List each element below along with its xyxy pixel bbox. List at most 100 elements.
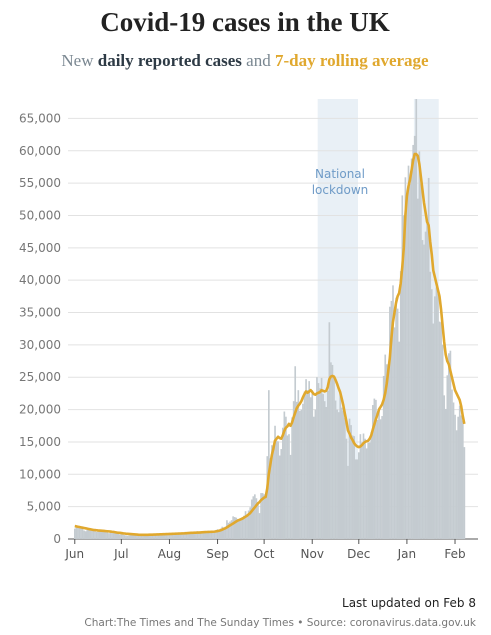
bar bbox=[204, 531, 207, 539]
lines bbox=[74, 152, 466, 537]
bar bbox=[236, 518, 239, 539]
subtitle-text: and bbox=[242, 51, 275, 70]
source-note: Chart:The Times and The Sunday Times • S… bbox=[84, 617, 476, 629]
bar bbox=[202, 532, 205, 539]
bar bbox=[151, 534, 154, 539]
bar bbox=[164, 533, 166, 539]
bar bbox=[114, 533, 117, 539]
bar bbox=[187, 532, 189, 539]
bar bbox=[462, 420, 464, 539]
bar bbox=[345, 438, 348, 539]
bar bbox=[280, 449, 283, 539]
bar bbox=[143, 534, 146, 539]
bar bbox=[294, 366, 297, 539]
bar bbox=[131, 534, 134, 539]
bar bbox=[134, 535, 137, 539]
bar bbox=[337, 412, 340, 539]
bar bbox=[458, 405, 461, 539]
x-tick-label: Dec bbox=[347, 547, 370, 561]
bar bbox=[91, 529, 93, 539]
bar bbox=[129, 535, 132, 539]
bar bbox=[322, 394, 324, 539]
bar bbox=[382, 375, 385, 539]
bar bbox=[264, 494, 267, 539]
bar bbox=[176, 533, 179, 539]
bar bbox=[250, 499, 253, 539]
bar bbox=[241, 517, 244, 539]
bar bbox=[389, 306, 391, 539]
bar bbox=[354, 459, 357, 539]
chart-subtitle: New daily reported cases and 7-day rolli… bbox=[61, 51, 429, 70]
bar bbox=[122, 534, 124, 539]
bar bbox=[108, 533, 110, 539]
bar bbox=[170, 534, 172, 539]
bar bbox=[182, 532, 185, 539]
bar bbox=[404, 177, 407, 539]
bar bbox=[364, 438, 366, 539]
bar bbox=[323, 401, 326, 539]
bar bbox=[295, 401, 298, 539]
bar bbox=[154, 534, 157, 539]
bar bbox=[278, 455, 281, 539]
bar bbox=[209, 531, 211, 539]
bar bbox=[455, 430, 458, 539]
bar bbox=[376, 419, 379, 539]
bar bbox=[340, 407, 343, 539]
bar bbox=[101, 530, 104, 539]
bar bbox=[463, 447, 466, 539]
bar bbox=[434, 296, 436, 539]
bar bbox=[268, 390, 270, 539]
bar bbox=[115, 533, 118, 539]
bar bbox=[449, 350, 452, 539]
bar bbox=[350, 425, 352, 539]
bar bbox=[406, 194, 408, 539]
chart-title: Covid-19 cases in the UK bbox=[100, 7, 390, 37]
bar bbox=[370, 432, 373, 539]
bar bbox=[446, 375, 449, 539]
x-tick-label: Jun bbox=[64, 547, 84, 561]
bar bbox=[249, 507, 252, 539]
bar bbox=[195, 531, 197, 539]
y-tick-label: 10,000 bbox=[19, 467, 61, 481]
bar bbox=[356, 459, 359, 539]
bar bbox=[457, 416, 459, 539]
bar bbox=[351, 435, 354, 539]
bar bbox=[325, 407, 328, 539]
bar bbox=[303, 391, 306, 539]
bar bbox=[305, 379, 307, 539]
bar bbox=[95, 531, 98, 539]
subtitle-daily: daily reported cases bbox=[98, 51, 243, 70]
bar bbox=[128, 535, 130, 539]
bar bbox=[423, 244, 425, 539]
y-tick-label: 65,000 bbox=[19, 111, 61, 125]
bar bbox=[403, 215, 405, 539]
y-tick-label: 55,000 bbox=[19, 176, 61, 190]
bar bbox=[205, 531, 208, 539]
bar bbox=[326, 390, 329, 539]
bar bbox=[272, 447, 275, 539]
y-tick-label: 35,000 bbox=[19, 306, 61, 320]
bar bbox=[309, 397, 312, 539]
bar bbox=[371, 405, 374, 539]
bar bbox=[288, 434, 290, 539]
bar bbox=[362, 433, 365, 539]
x-tick-label: Sep bbox=[206, 547, 229, 561]
bar bbox=[451, 389, 453, 539]
bar bbox=[443, 395, 446, 539]
bar bbox=[184, 531, 186, 539]
subtitle-text: New bbox=[61, 51, 97, 70]
bar bbox=[150, 534, 152, 539]
bar bbox=[413, 135, 416, 539]
bar bbox=[302, 403, 304, 539]
bar bbox=[416, 198, 419, 539]
y-tick-label: 45,000 bbox=[19, 241, 61, 255]
bar bbox=[179, 533, 182, 539]
bar bbox=[75, 527, 78, 539]
bar bbox=[328, 322, 331, 539]
bar bbox=[111, 531, 113, 539]
bar bbox=[207, 530, 210, 539]
bar bbox=[229, 521, 231, 539]
bar bbox=[185, 532, 188, 539]
bar bbox=[98, 530, 101, 539]
bar bbox=[261, 493, 264, 539]
